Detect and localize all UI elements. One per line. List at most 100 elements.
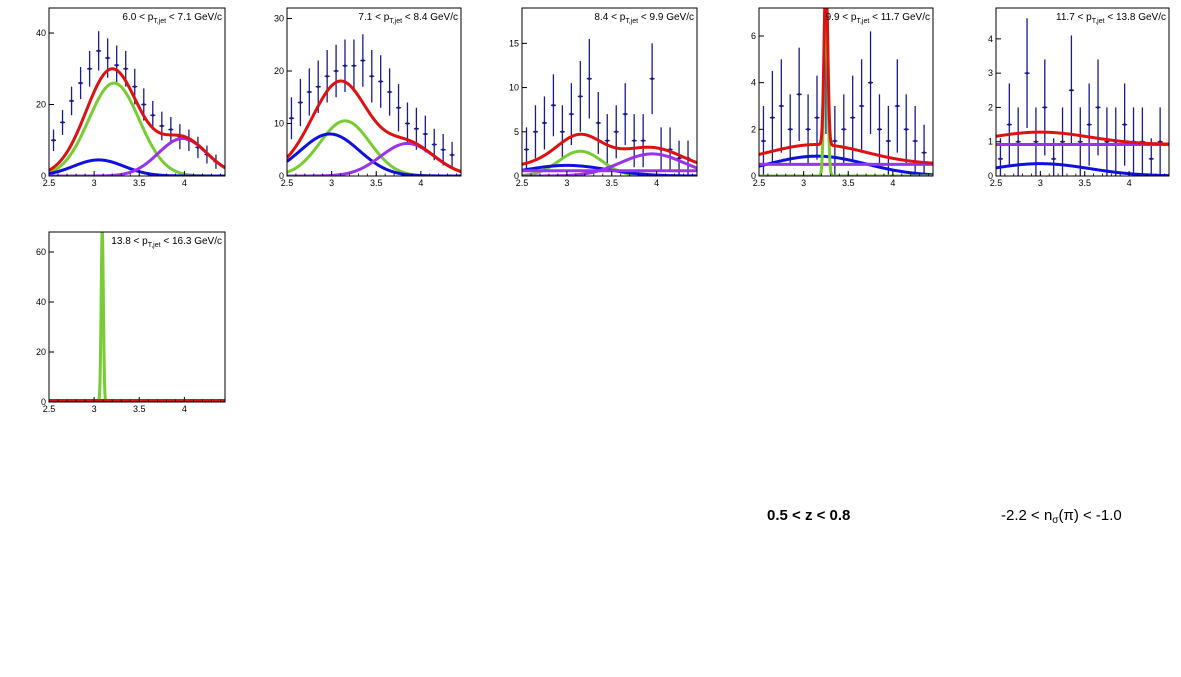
data-point-marker [641, 139, 645, 143]
data-point-marker [1052, 157, 1056, 161]
y-tick-label: 10 [274, 119, 284, 129]
y-tick-label: 6 [751, 31, 756, 41]
title-high: < 7.1 GeV/c [166, 12, 222, 23]
x-tick-label: 3.5 [133, 404, 146, 414]
data-point-marker [61, 120, 64, 124]
data-point-marker [833, 139, 837, 143]
data-points [288, 34, 455, 169]
title-high: < 13.8 GeV/c [1105, 12, 1166, 23]
data-point-marker [352, 64, 356, 68]
title-low: 11.7 < p [1056, 12, 1092, 23]
nsigma-suffix: (π) < -1.0 [1058, 507, 1122, 524]
data-points [997, 18, 1163, 176]
data-point-marker [142, 103, 146, 106]
data-point-marker [922, 151, 926, 155]
data-point-marker [815, 116, 819, 120]
data-point-marker [1034, 140, 1038, 144]
data-point-marker [307, 90, 311, 94]
data-point-marker [151, 113, 155, 117]
fit-curve-total [996, 130, 1169, 146]
title-subscript: T,jet [1092, 18, 1105, 25]
plot-frame [286, 7, 462, 177]
y-tick-label: 2 [751, 124, 756, 134]
data-point-marker [160, 124, 164, 128]
data-point-marker [169, 128, 173, 131]
data-point-marker [552, 103, 555, 107]
nsigma-prefix: -2.2 < n [1001, 507, 1053, 524]
data-point-marker [895, 104, 899, 108]
x-tick-label: 4 [182, 178, 187, 188]
data-point-marker [904, 127, 908, 131]
data-point-marker [878, 127, 881, 131]
data-point-marker [578, 95, 582, 98]
data-point-marker [1096, 106, 1100, 109]
y-tick-label: 20 [274, 66, 284, 76]
fit-curve-green [49, 232, 225, 402]
data-point-marker [432, 143, 436, 146]
data-point-marker [650, 77, 654, 81]
data-point-marker [999, 157, 1002, 161]
data-point-marker [316, 85, 320, 89]
x-tick-label: 2.5 [990, 178, 1003, 188]
nsigma-cut-label: -2.2 < nσ(π) < -1.0 [1001, 507, 1122, 526]
data-point-marker [762, 139, 765, 143]
chart-panel-5: 2.5 3 3.5 4 0 1 2 3 4 11.7 < pT,jet < 13.8 GeV/c [988, 7, 1170, 188]
data-point-marker [587, 77, 591, 81]
z-cut-label: 0.5 < z < 0.8 [767, 507, 851, 524]
y-tick-label: 0 [514, 171, 519, 181]
data-point-marker [632, 139, 636, 143]
data-point-marker [886, 139, 890, 143]
plot-frame [995, 7, 1170, 177]
title-high: < 8.4 GeV/c [402, 12, 458, 23]
x-tick-label: 2.5 [753, 178, 766, 188]
chart-panel-4: 2.5 3 3.5 4 0 2 4 6 9.9 < pT,jet < 11.7 GeV/c [751, 7, 934, 188]
x-tick-label: 3.5 [133, 178, 146, 188]
chart-panel-3: 2.5 3 3.5 4 0 5 10 15 8.4 < pT,jet < 9.9 GeV/c [509, 7, 698, 188]
data-point-marker [797, 92, 801, 96]
x-tick-label: 3 [801, 178, 806, 188]
data-point-marker [325, 74, 329, 78]
x-tick-label: 2.5 [516, 178, 529, 188]
y-tick-label: 40 [36, 297, 46, 307]
data-point-marker [543, 121, 546, 125]
y-tick-label: 5 [514, 127, 519, 137]
y-tick-label: 4 [988, 34, 993, 44]
data-point-marker [851, 116, 855, 120]
x-tick-label: 3.5 [1078, 178, 1091, 188]
data-point-marker [97, 49, 101, 53]
data-point-marker [334, 69, 338, 73]
x-tick-label: 4 [1127, 178, 1132, 188]
data-point-marker [124, 67, 128, 71]
y-tick-label: 1 [988, 137, 993, 147]
panel-title: 8.4 < pT,jet < 9.9 GeV/c [594, 12, 694, 25]
data-point-marker [1016, 140, 1020, 144]
data-point-marker [52, 138, 55, 142]
data-point-marker [106, 56, 110, 60]
data-point-marker [569, 112, 573, 116]
y-tick-label: 0 [751, 171, 756, 181]
panel-title: 7.1 < pT,jet < 8.4 GeV/c [358, 12, 458, 25]
fit-curve-total [522, 132, 697, 166]
data-point-marker [806, 127, 810, 131]
data-point-marker [860, 104, 864, 108]
x-tick-label: 3 [564, 178, 569, 188]
fit-curve-total [287, 79, 461, 174]
fit-curve-total [759, 8, 933, 165]
data-point-marker [388, 90, 392, 94]
panel-title: 9.9 < pT,jet < 11.7 GeV/c [826, 12, 930, 25]
y-tick-label: 4 [751, 78, 756, 88]
title-high: < 11.7 GeV/c [869, 12, 930, 23]
title-subscript: T,jet [389, 18, 402, 25]
data-point-marker [115, 63, 119, 67]
x-tick-label: 2.5 [281, 178, 294, 188]
title-subscript: T,jet [625, 18, 638, 25]
fit-curves [996, 130, 1169, 176]
fit-curves [49, 232, 225, 402]
fit-curves [287, 79, 461, 176]
data-point-marker [441, 148, 445, 152]
x-tick-label: 3 [329, 178, 334, 188]
data-point-marker [1078, 140, 1082, 144]
nsigma-sub: σ [1052, 515, 1059, 526]
x-tick-label: 2.5 [43, 404, 56, 414]
data-point-marker [869, 81, 872, 85]
